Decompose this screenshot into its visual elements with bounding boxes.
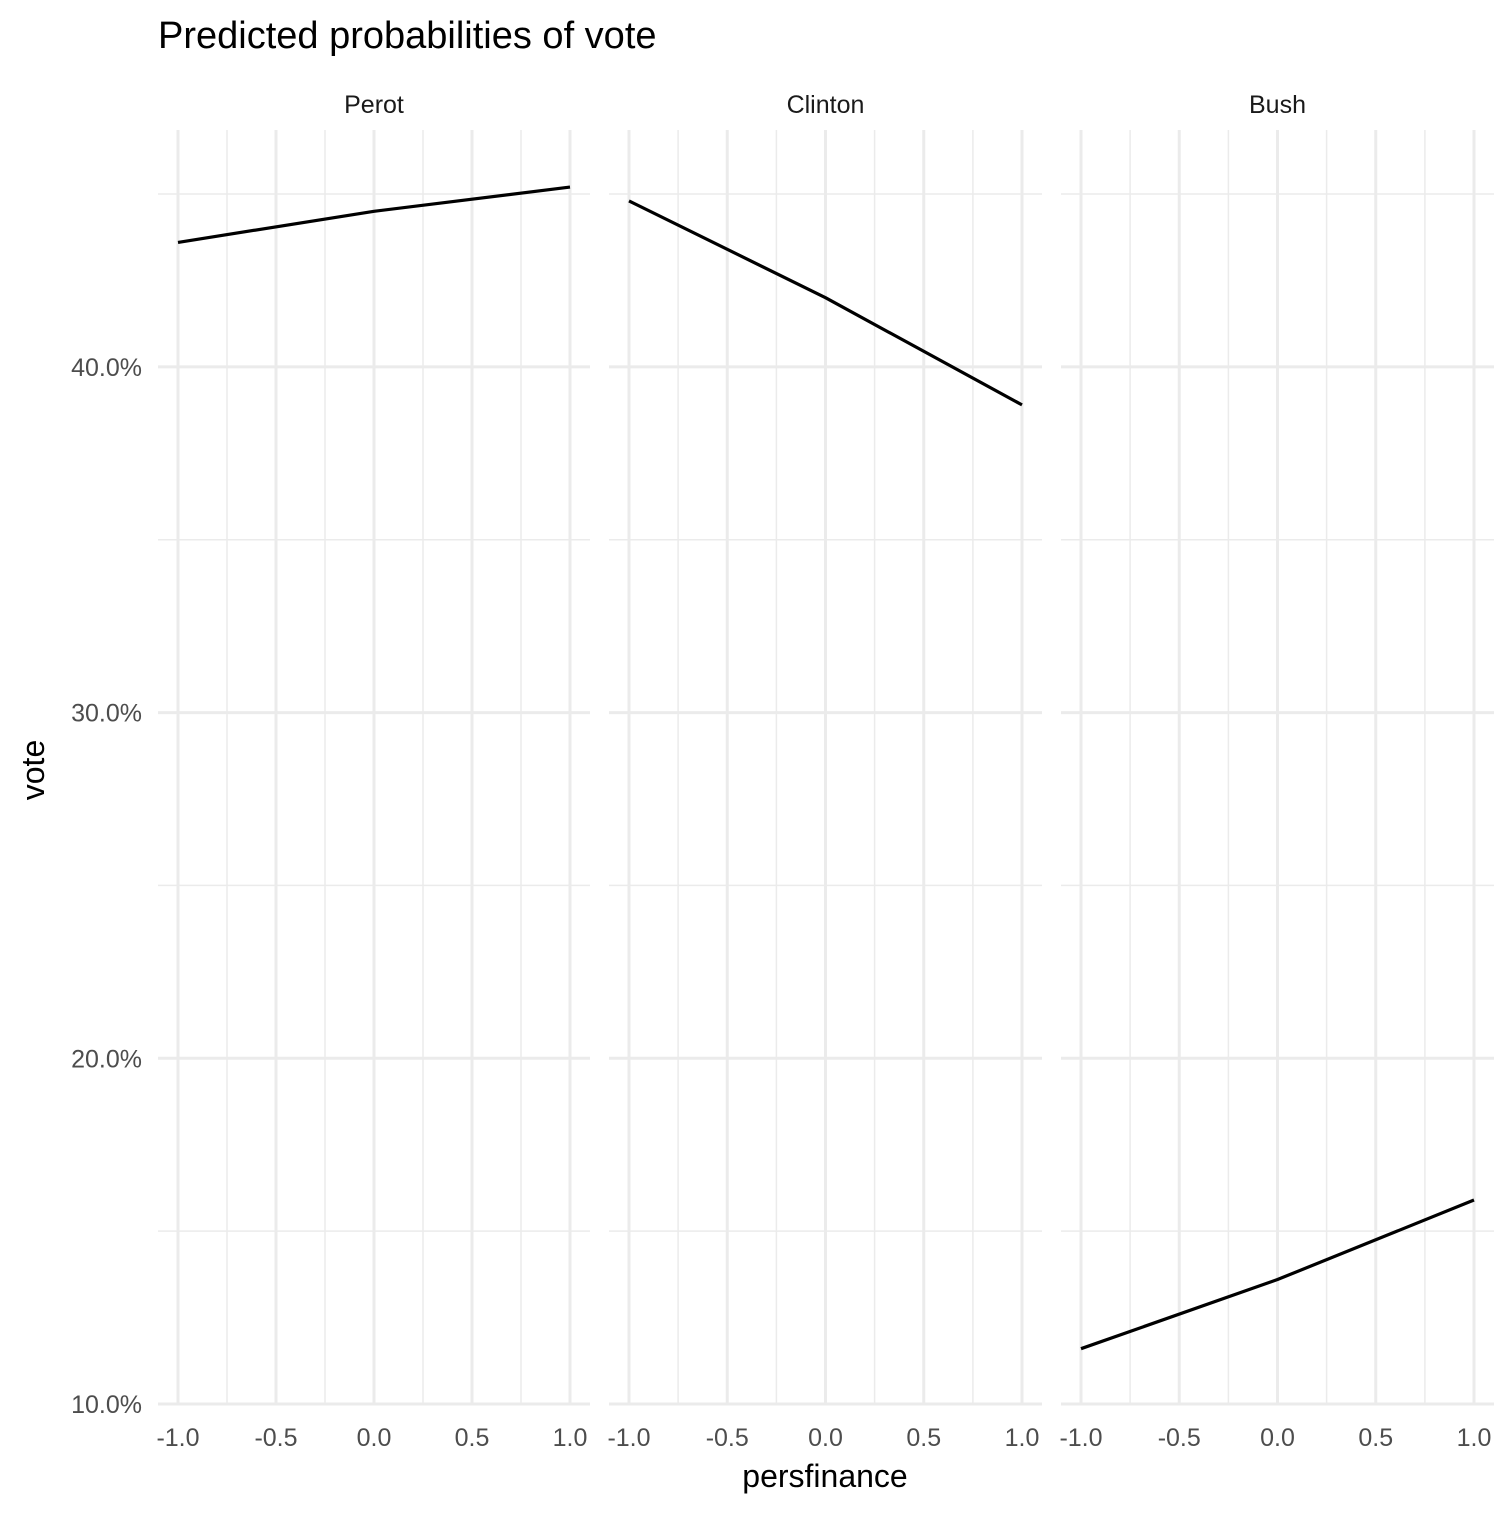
y-tick-label: 40.0% [71,354,142,382]
facet-label-perot: Perot [344,91,404,119]
x-tick-label: 0.5 [906,1424,941,1452]
x-tick-label: 1.0 [553,1424,588,1452]
series-line-bush [1080,1198,1475,1351]
x-tick-label: 0.0 [808,1424,843,1452]
x-tick-label: -0.5 [706,1424,749,1452]
x-tick-label: 1.0 [1005,1424,1040,1452]
x-tick-label: 0.0 [1260,1424,1295,1452]
y-axis-title: vote [15,740,51,800]
facet-label-clinton: Clinton [787,91,865,119]
x-tick-label: -0.5 [254,1424,297,1452]
y-tick-label: 30.0% [71,700,142,728]
x-tick-label: -1.0 [1059,1424,1102,1452]
series-line-clinton [628,199,1023,407]
facet-label-bush: Bush [1249,91,1306,119]
y-tick-label: 20.0% [71,1045,142,1073]
label-layer: Predicted probabilities of vote persfina… [15,15,1491,1494]
y-tick-label: 10.0% [71,1391,142,1419]
series-layer [177,185,1475,1351]
x-tick-label: -1.0 [607,1424,650,1452]
chart-title: Predicted probabilities of vote [158,15,657,57]
x-tick-label: 0.5 [455,1424,490,1452]
x-tick-label: 0.0 [357,1424,392,1452]
x-tick-label: 1.0 [1457,1424,1492,1452]
x-tick-label: -0.5 [1158,1424,1201,1452]
x-tick-label: -1.0 [156,1424,199,1452]
series-line-perot [177,185,571,244]
x-axis-title: persfinance [742,1458,907,1494]
x-tick-label: 0.5 [1358,1424,1393,1452]
grid-layer [158,130,1494,1406]
